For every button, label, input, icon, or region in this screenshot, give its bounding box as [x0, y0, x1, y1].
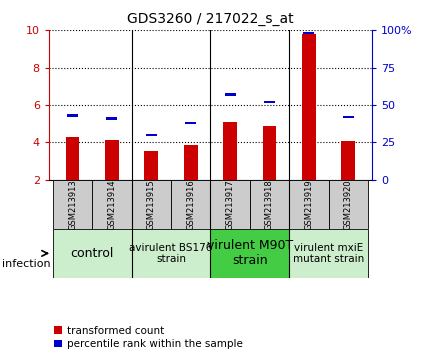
Text: GSM213915: GSM213915 — [147, 179, 156, 230]
Bar — [106, 117, 117, 120]
Title: GDS3260 / 217022_s_at: GDS3260 / 217022_s_at — [127, 12, 294, 26]
Bar — [53, 229, 132, 278]
Bar — [289, 180, 329, 229]
Bar — [146, 134, 157, 136]
Bar — [289, 229, 368, 278]
Bar — [92, 180, 132, 229]
Bar — [303, 32, 314, 34]
Bar — [329, 180, 368, 229]
Text: GSM213916: GSM213916 — [186, 179, 195, 230]
Bar — [302, 34, 316, 180]
Bar — [171, 180, 210, 229]
Text: control: control — [71, 247, 114, 260]
Bar — [263, 126, 276, 180]
Text: GSM213918: GSM213918 — [265, 179, 274, 230]
Bar — [185, 122, 196, 124]
Bar — [210, 180, 250, 229]
Text: GSM213914: GSM213914 — [108, 179, 116, 230]
Bar — [53, 180, 92, 229]
Bar — [105, 139, 119, 180]
Text: virulent M90T
strain: virulent M90T strain — [207, 239, 293, 267]
Bar — [264, 101, 275, 103]
Bar — [210, 229, 289, 278]
Bar — [184, 145, 198, 180]
Bar — [223, 122, 237, 180]
Text: GSM213919: GSM213919 — [304, 179, 313, 230]
Bar — [132, 180, 171, 229]
Bar — [250, 180, 289, 229]
Text: avirulent BS176
strain: avirulent BS176 strain — [129, 242, 212, 264]
Text: GSM213917: GSM213917 — [226, 179, 235, 230]
Bar — [67, 114, 78, 116]
Bar — [224, 93, 235, 96]
Text: GSM213913: GSM213913 — [68, 179, 77, 230]
Text: virulent mxiE
mutant strain: virulent mxiE mutant strain — [293, 242, 364, 264]
Bar — [132, 229, 210, 278]
Text: infection: infection — [2, 259, 51, 269]
Legend: transformed count, percentile rank within the sample: transformed count, percentile rank withi… — [54, 326, 242, 349]
Text: GSM213920: GSM213920 — [344, 179, 353, 230]
Bar — [341, 141, 355, 180]
Bar — [65, 137, 79, 180]
Bar — [144, 151, 158, 180]
Bar — [343, 116, 354, 118]
